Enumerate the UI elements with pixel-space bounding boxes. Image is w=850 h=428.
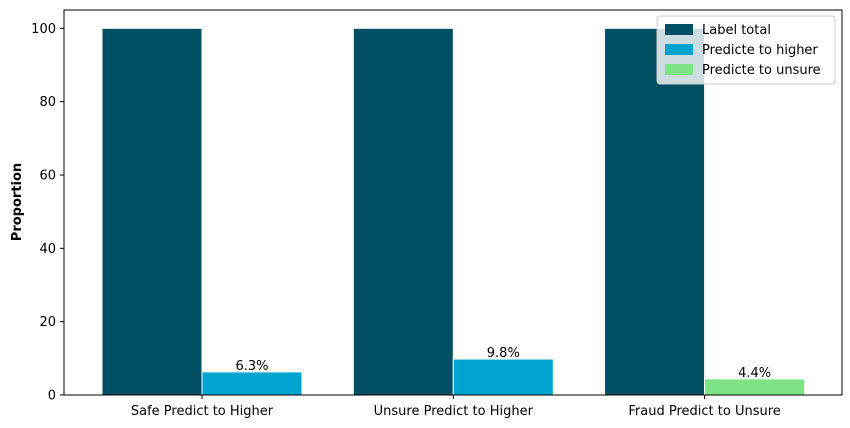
y-tick-label: 40 xyxy=(39,242,56,257)
data-label: 4.4% xyxy=(738,366,771,381)
legend-label: Label total xyxy=(702,23,771,38)
legend-label: Predicte to unsure xyxy=(702,63,821,78)
x-axis: Safe Predict to Higher Unsure Predict to … xyxy=(131,395,781,419)
y-tick-label: 0 xyxy=(48,389,56,404)
legend-swatch xyxy=(665,44,693,55)
data-label: 6.3% xyxy=(235,359,268,374)
y-tick-label: 20 xyxy=(39,315,56,330)
legend-swatch xyxy=(665,64,693,75)
data-label: 9.8% xyxy=(487,346,520,361)
y-tick-label: 100 xyxy=(31,22,56,37)
bar-predicte-to-higher xyxy=(452,358,554,396)
legend-swatch xyxy=(665,24,693,35)
bar-predicte-to-higher xyxy=(201,371,303,396)
bar-label-total xyxy=(352,27,454,396)
x-tick-label: Fraud Predict to Unsure xyxy=(628,404,780,419)
legend-label: Predicte to higher xyxy=(702,43,818,58)
x-tick-label: Safe Predict to Higher xyxy=(131,404,274,419)
y-tick-label: 80 xyxy=(39,95,56,110)
y-tick-label: 60 xyxy=(39,169,56,184)
legend-box xyxy=(656,15,836,85)
y-axis: 0 20 40 60 80 100 xyxy=(31,22,64,404)
x-tick-label: Unsure Predict to Higher xyxy=(374,404,534,419)
bar-label-total xyxy=(604,27,706,396)
legend: Label total Predicte to higher Predicte to… xyxy=(656,15,836,85)
bar-label-total xyxy=(101,27,203,396)
bars-layer xyxy=(101,27,806,396)
bar-predicte-to-unsure xyxy=(704,378,806,396)
y-axis-label: Proportion xyxy=(10,163,25,241)
data-labels-layer: 6.3% 9.8% 4.4% xyxy=(235,346,771,381)
